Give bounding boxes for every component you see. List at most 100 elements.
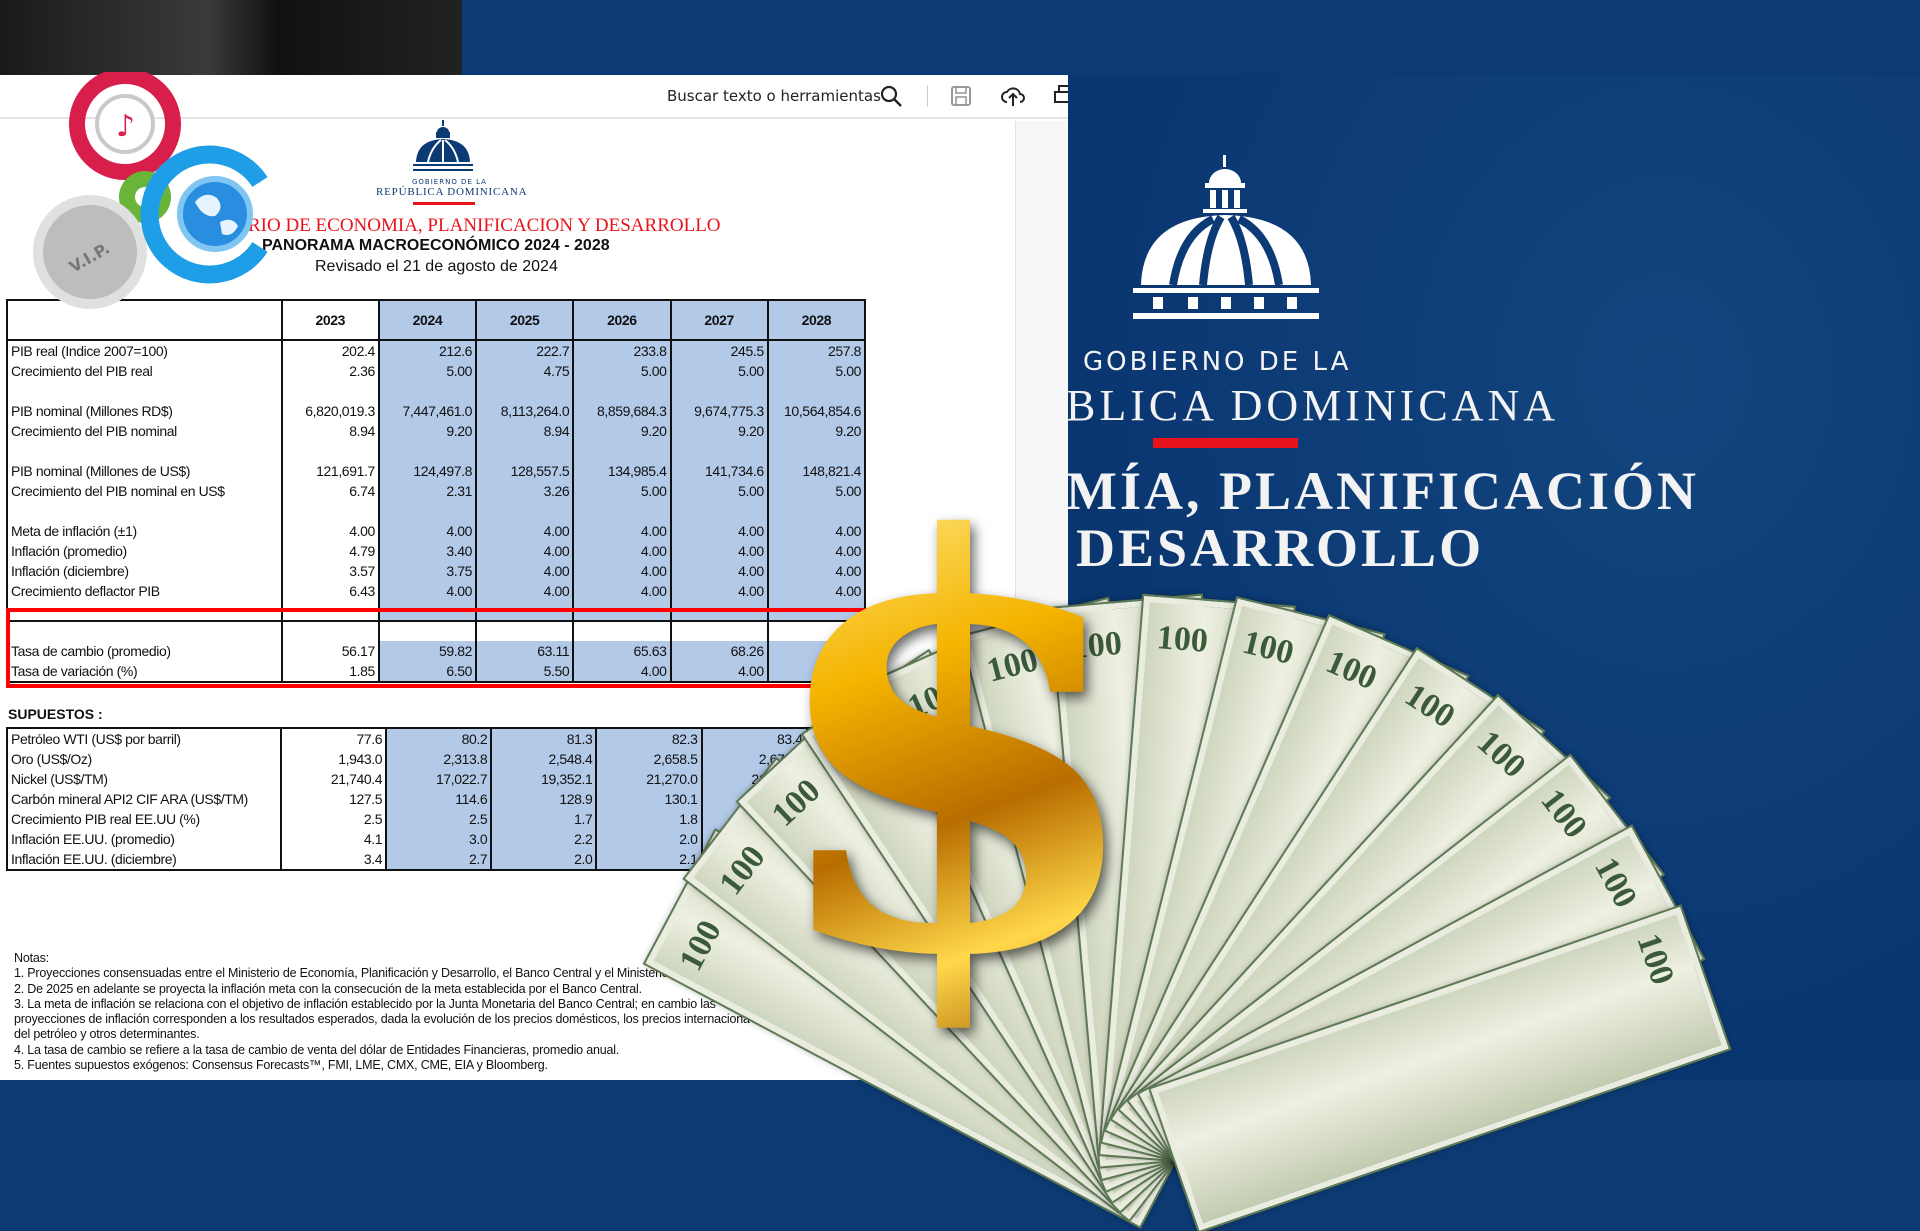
banner-line-desarrollo: DESARROLLO	[1076, 518, 1485, 578]
cell-value: 6.74	[280, 481, 380, 501]
cell-value: 4.00	[766, 561, 866, 581]
cell-value: 128,557.5	[475, 461, 574, 481]
banner-line-ministry: MÍA, PLANIFICACIÓN	[1066, 461, 1699, 521]
gears-logo-icon: ♪ V.I.P.	[33, 72, 268, 309]
cell-value: 222.7	[475, 340, 574, 361]
table-row: Inflación EE.UU. (diciembre) 3.4 2.7 2.0 2.1…	[7, 849, 866, 870]
cell-value: 68.26	[669, 641, 769, 661]
note-line: 4. La tasa de cambio se refiere a la tas…	[14, 1042, 620, 1057]
assumptions-title: SUPUESTOS :	[8, 706, 103, 722]
row-label: Inflación EE.UU. (diciembre)	[11, 851, 177, 867]
header-row: 2023 2024 2025 2026 2027 2028	[7, 300, 866, 340]
note-line: Notas:	[14, 951, 49, 965]
cell-value: 233.8	[572, 340, 672, 361]
year-header: 2028	[766, 300, 866, 340]
row-label: Carbón mineral API2 CIF ARA (US$/TM)	[11, 791, 248, 807]
gold-dollar-sign: $	[760, 421, 1150, 1079]
cell-value: 4.00	[572, 521, 672, 541]
cell-value: 4.00	[572, 541, 672, 561]
assumptions-table: Petróleo WTI (US$ por barril) 77.6 80.2 81.…	[6, 727, 866, 871]
table-row: Crecimiento PIB real EE.UU (%) 2.5 2.5 1.7 1…	[7, 809, 866, 829]
cell-value: 114.6	[385, 789, 492, 809]
svg-text:♪: ♪	[116, 109, 135, 144]
cell-value: 5.00	[669, 361, 769, 381]
note-line: del petróleo y otros determinantes.	[14, 1027, 200, 1042]
year-header: 2024	[377, 300, 477, 340]
cell-value: 4.00	[572, 561, 672, 581]
table-row: PIB real (Indice 2007=100) 202.4 212.6 222.…	[7, 340, 866, 361]
cell-value: 8.94	[475, 421, 574, 441]
cell-value: 65.63	[572, 641, 672, 661]
row-label: Tasa de variación (%)	[11, 663, 138, 679]
cell-value: 4.00	[572, 661, 672, 682]
cell-value: 4.00	[475, 521, 574, 541]
row-label: PIB real (Indice 2007=100)	[11, 343, 168, 359]
year-header: 2027	[669, 300, 769, 340]
toolbar-divider	[927, 85, 928, 107]
document-title: PANORAMA MACROECONÓMICO 2024 - 2028	[262, 237, 610, 254]
table-row: Crecimiento del PIB nominal 8.94 9.20 8.94 9…	[7, 421, 866, 441]
cell-value: 10,564,854.6	[766, 401, 866, 421]
cell-value: 2.5	[385, 809, 492, 829]
cell-value: 3.4	[279, 849, 387, 870]
row-label: PIB nominal (Millones RD$)	[11, 403, 173, 419]
cell-value: 148,821.4	[766, 461, 866, 481]
cell-value: 1.7	[490, 809, 597, 829]
year-header: 2026	[572, 300, 672, 340]
print-icon[interactable]	[1052, 83, 1068, 109]
cell-value: 80.2	[385, 728, 492, 749]
note-line: 3. La meta de inflación se relaciona con…	[14, 996, 716, 1011]
cell-value: 9.20	[572, 421, 672, 441]
cell-value: 63.11	[475, 641, 574, 661]
cell-value: 1,943.0	[279, 749, 387, 769]
cell-value: 2.2	[490, 829, 597, 849]
search-icon[interactable]	[878, 83, 904, 109]
logo-text-gobierno: GOBIERNO DE LA	[412, 178, 487, 186]
cell-value: 4.00	[475, 561, 574, 581]
cell-value: 2.0	[595, 829, 703, 849]
cell-value: 121,691.7	[280, 461, 380, 481]
cloud-upload-icon[interactable]	[1000, 83, 1026, 109]
row-label: Crecimiento del PIB nominal	[11, 423, 177, 439]
cell-value: 2.7	[385, 849, 492, 870]
exchange-rate-highlight-box	[6, 608, 886, 688]
cell-value: 9.20	[377, 421, 477, 441]
table-row: Nickel (US$/TM) 21,740.4 17,022.7 19,352.1 2…	[7, 769, 866, 789]
cell-value: 257.8	[766, 340, 866, 361]
cell-value: 2,313.8	[385, 749, 492, 769]
row-label: Meta de inflación (±1)	[11, 523, 137, 539]
cell-value: 6.50	[377, 661, 477, 682]
cell-value: 141,734.6	[669, 461, 769, 481]
cell-value: 1.8	[595, 809, 703, 829]
table-row: Carbón mineral API2 CIF ARA (US$/TM) 127.…	[7, 789, 866, 809]
cell-value: 59.82	[377, 641, 477, 661]
cell-value: 19,352.1	[490, 769, 597, 789]
cell-value: 2.31	[377, 481, 477, 501]
search-tools-button[interactable]: Buscar texto o herramientas	[667, 87, 881, 105]
year-header: 2025	[475, 300, 574, 340]
cell-value: 3.0	[385, 829, 492, 849]
table-row: PIB nominal (Millones de US$) 121,691.7 12…	[7, 461, 866, 481]
cell-value: 4.00	[572, 581, 672, 601]
cell-value: 8,859,684.3	[572, 401, 672, 421]
note-line: 5. Fuentes supuestos exógenos: Consensus…	[14, 1058, 548, 1073]
save-icon[interactable]	[948, 83, 974, 109]
cell-value: 4.00	[766, 581, 866, 601]
cell-value: 4.00	[669, 561, 769, 581]
year-header: 2023	[280, 300, 380, 340]
cell-value: 5.00	[669, 481, 769, 501]
cell-value: 9.20	[766, 421, 866, 441]
government-banner-background: GOBIERNO DE LA BLICA DOMINICANA MÍA, PLA…	[1066, 75, 1920, 1080]
cell-value: 82.3	[595, 728, 703, 749]
logo-red-bar	[413, 202, 475, 205]
spacer-row	[7, 501, 866, 521]
cell-value: 9,674,775.3	[669, 401, 769, 421]
cell-value: 128.9	[490, 789, 597, 809]
table-row: PIB nominal (Millones RD$) 6,820,019.3 7,4…	[7, 401, 866, 421]
row-label: Inflación EE.UU. (promedio)	[11, 831, 175, 847]
cell-value: 4.00	[475, 541, 574, 561]
cell-value: 134,985.4	[572, 461, 672, 481]
cell-value: 124,497.8	[377, 461, 477, 481]
cell-value: 2,658.5	[595, 749, 703, 769]
background-navy-strip	[462, 0, 1920, 75]
